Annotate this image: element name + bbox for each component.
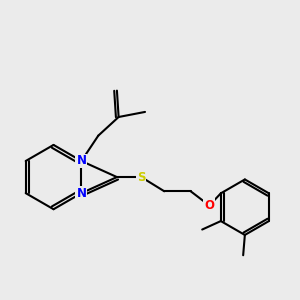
Text: N: N: [76, 154, 86, 167]
Text: S: S: [137, 171, 146, 184]
Text: O: O: [204, 199, 214, 212]
Text: N: N: [76, 187, 86, 200]
